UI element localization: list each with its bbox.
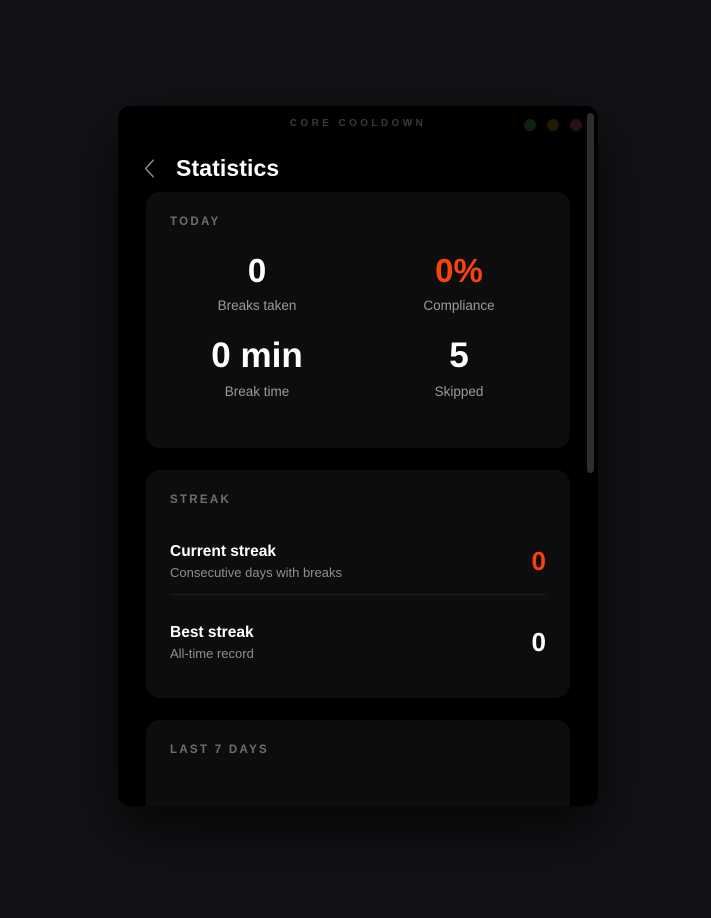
streak-current-subtitle: Consecutive days with breaks: [170, 564, 342, 580]
app-title: CORE COOLDOWN: [289, 118, 427, 129]
stat-break-time: 0 min Break time: [156, 325, 358, 408]
streak-card-label: STREAK: [170, 494, 232, 506]
streak-card: STREAK Current streak Consecutive days w…: [146, 470, 570, 698]
today-card: TODAY 0 Breaks taken 0% Compliance 0 min…: [146, 192, 570, 448]
streak-current-value: 0: [531, 545, 546, 576]
window-maximize-button[interactable]: [524, 119, 536, 131]
streak-best-text: Best streak All-time record: [170, 624, 254, 661]
stat-skipped: 5 Skipped: [358, 325, 560, 408]
stat-breaks-taken-caption: Breaks taken: [217, 297, 297, 313]
scrollbar-track[interactable]: [586, 106, 596, 720]
stat-compliance-caption: Compliance: [423, 297, 495, 313]
streak-current-text: Current streak Consecutive days with bre…: [170, 543, 342, 580]
streak-best-subtitle: All-time record: [170, 645, 254, 661]
scrollbar-thumb[interactable]: [587, 113, 594, 473]
chevron-left-icon: [144, 158, 155, 178]
back-button[interactable]: [140, 155, 158, 181]
stat-breaks-taken-value: 0: [247, 252, 267, 289]
page-header: Statistics: [118, 144, 598, 192]
window-minimize-button[interactable]: [547, 119, 559, 131]
streak-row-best: Best streak All-time record 0: [146, 609, 570, 675]
titlebar: CORE COOLDOWN: [118, 106, 598, 144]
stat-skipped-caption: Skipped: [434, 383, 484, 399]
window-controls: [524, 119, 582, 131]
stat-compliance: 0% Compliance: [358, 242, 560, 325]
last-7-days-card-label: LAST 7 DAYS: [170, 744, 270, 756]
app-window: CORE COOLDOWN Statistics TODAY 0 Break: [118, 106, 598, 806]
stat-compliance-value: 0%: [435, 252, 483, 289]
streak-best-name: Best streak: [170, 623, 254, 641]
stat-breaks-taken: 0 Breaks taken: [156, 242, 358, 325]
last-7-days-card: LAST 7 DAYS: [146, 720, 570, 806]
stat-break-time-caption: Break time: [224, 383, 290, 399]
today-stats-grid: 0 Breaks taken 0% Compliance 0 min Break…: [146, 228, 570, 409]
streak-current-name: Current streak: [170, 542, 276, 560]
stat-break-time-value: 0 min: [211, 336, 303, 376]
streak-best-value: 0: [531, 626, 546, 657]
page-title: Statistics: [176, 154, 280, 181]
statistics-scroll-area[interactable]: TODAY 0 Breaks taken 0% Compliance 0 min…: [118, 192, 598, 806]
today-card-label: TODAY: [170, 216, 221, 228]
streak-divider: [170, 594, 546, 595]
streak-row-current: Current streak Consecutive days with bre…: [146, 528, 570, 594]
stat-skipped-value: 5: [449, 336, 469, 376]
window-close-button[interactable]: [570, 119, 582, 131]
